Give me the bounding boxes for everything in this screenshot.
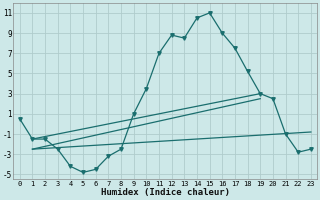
X-axis label: Humidex (Indice chaleur): Humidex (Indice chaleur) [101, 188, 230, 197]
